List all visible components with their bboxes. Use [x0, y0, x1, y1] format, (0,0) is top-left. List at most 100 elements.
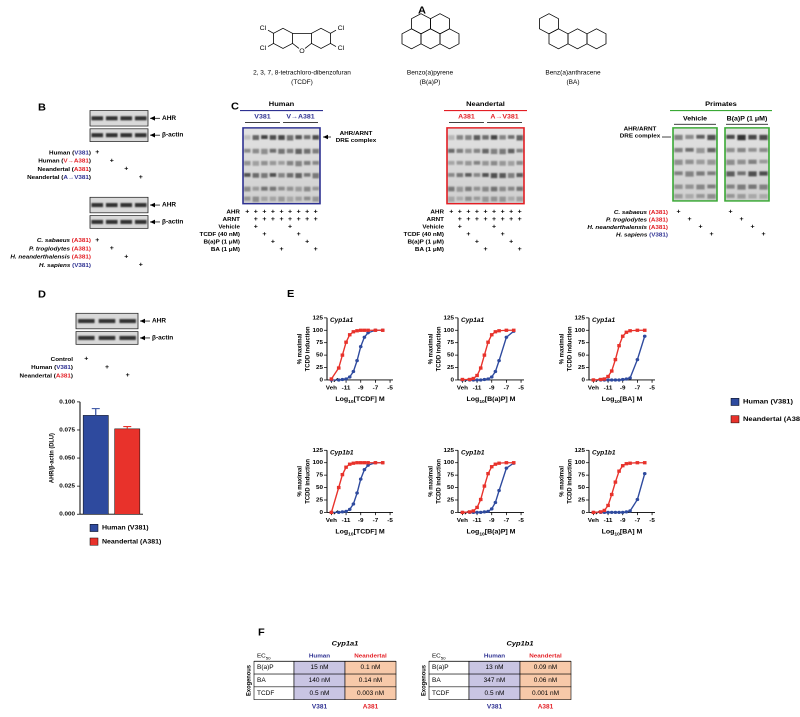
x-tick-label: -11 — [604, 386, 613, 392]
label-part: 10 — [479, 531, 485, 536]
gel-band — [269, 160, 277, 166]
x-tick-label: -9 — [358, 386, 364, 392]
lane-mark: + — [501, 231, 505, 238]
gel-band — [244, 160, 251, 166]
data-point — [620, 334, 625, 338]
data-point — [482, 484, 487, 488]
y-axis-label: TCDD induction — [435, 326, 442, 371]
label-part: C. sabaeus — [37, 238, 71, 244]
label-part: (A381) — [70, 246, 91, 252]
y-tick-label: 125 — [313, 448, 324, 454]
gel-band — [507, 196, 515, 201]
data-point — [628, 509, 632, 513]
label-part: Log — [467, 528, 480, 535]
gel-band — [295, 135, 302, 140]
lane-mark: + — [501, 209, 505, 216]
data-point — [362, 461, 367, 465]
table-text: 0.1 nM — [361, 664, 381, 671]
y-axis-label: % maximal — [296, 466, 303, 497]
bond — [267, 29, 274, 34]
label-part: ) — [89, 167, 91, 173]
label: Human (V→A381) — [38, 158, 91, 164]
label: Human (V381) — [31, 365, 73, 371]
lane-mark: + — [84, 356, 88, 363]
gel-band — [244, 186, 251, 192]
table-corner: EC50 — [257, 654, 271, 661]
label-part: [TCDF] M — [354, 396, 385, 403]
chart-title: Cyp1b1 — [330, 450, 354, 457]
gel-band — [261, 160, 268, 166]
blot-strip — [89, 110, 149, 127]
lane-mark: + — [279, 209, 283, 216]
lane-mark: + — [483, 209, 487, 216]
gel-band — [490, 173, 498, 179]
gel-band — [278, 135, 285, 140]
y-tick-label: 125 — [444, 448, 455, 454]
table-footer: A381 — [538, 704, 554, 711]
gel-band — [244, 148, 251, 153]
data-point — [366, 328, 370, 332]
data-point — [475, 505, 479, 510]
x-axis-label: Log10[B(a)P] M — [467, 396, 516, 404]
lane-mark: + — [124, 166, 128, 173]
data-point — [336, 378, 341, 382]
label-part: P. troglodytes — [606, 217, 648, 223]
data-point — [609, 378, 614, 382]
data-point — [366, 463, 370, 467]
gel-band — [685, 159, 694, 165]
label-part: H. neanderthalensis — [587, 225, 647, 231]
gel-band — [499, 160, 506, 166]
gel-band — [465, 186, 472, 192]
lane-mark: + — [501, 216, 505, 223]
label-part: 10 — [348, 531, 354, 536]
ring — [311, 27, 331, 49]
gel-band — [748, 159, 757, 165]
table-title: Cyp1b1 — [506, 640, 533, 648]
arrow-head — [150, 219, 155, 225]
lane-mark: + — [279, 246, 283, 253]
band-label: β-actin — [162, 219, 183, 226]
label-part: [BA] M — [620, 396, 643, 403]
y-tick-label: 50 — [316, 485, 324, 491]
data-point — [617, 469, 621, 473]
x-tick-label: -9 — [489, 518, 495, 524]
gel-band — [696, 184, 705, 190]
gel-band — [295, 160, 302, 167]
lane-mark: + — [279, 216, 283, 223]
data-point — [475, 510, 479, 515]
data-point — [642, 472, 647, 476]
atom: O — [299, 48, 304, 55]
label-part: V→A381 — [63, 158, 89, 164]
label-part: Log — [335, 396, 348, 403]
lane-mark: + — [466, 209, 470, 216]
ring — [401, 28, 422, 50]
gel-band — [261, 148, 268, 155]
lane-mark: + — [271, 239, 275, 246]
gel-band — [737, 194, 746, 199]
lane-mark: + — [139, 262, 143, 269]
gel-band — [244, 173, 251, 177]
data-point — [642, 328, 647, 332]
gel-band — [696, 159, 705, 165]
legend-label: Human (V381) — [102, 525, 149, 532]
label-part: P. troglodytes — [29, 246, 71, 252]
lane-mark: + — [698, 224, 702, 231]
column-header: Neandertal — [529, 654, 562, 660]
lane-mark: + — [750, 224, 754, 231]
data-point — [628, 376, 632, 380]
gel-band — [696, 147, 705, 154]
bond — [330, 43, 337, 47]
data-point — [482, 353, 487, 357]
row-label: B(a)P (1 μM) — [203, 240, 240, 246]
atom: Cl — [338, 25, 345, 32]
label-part: ) — [71, 373, 73, 379]
blot-band — [134, 116, 147, 121]
lane-mark: + — [126, 372, 130, 379]
series-line — [330, 329, 383, 380]
data-point — [598, 377, 603, 382]
data-point — [340, 472, 345, 477]
blot-strip — [89, 215, 149, 229]
blot-band — [119, 319, 136, 324]
gel-band — [456, 160, 464, 165]
data-point — [620, 377, 625, 382]
